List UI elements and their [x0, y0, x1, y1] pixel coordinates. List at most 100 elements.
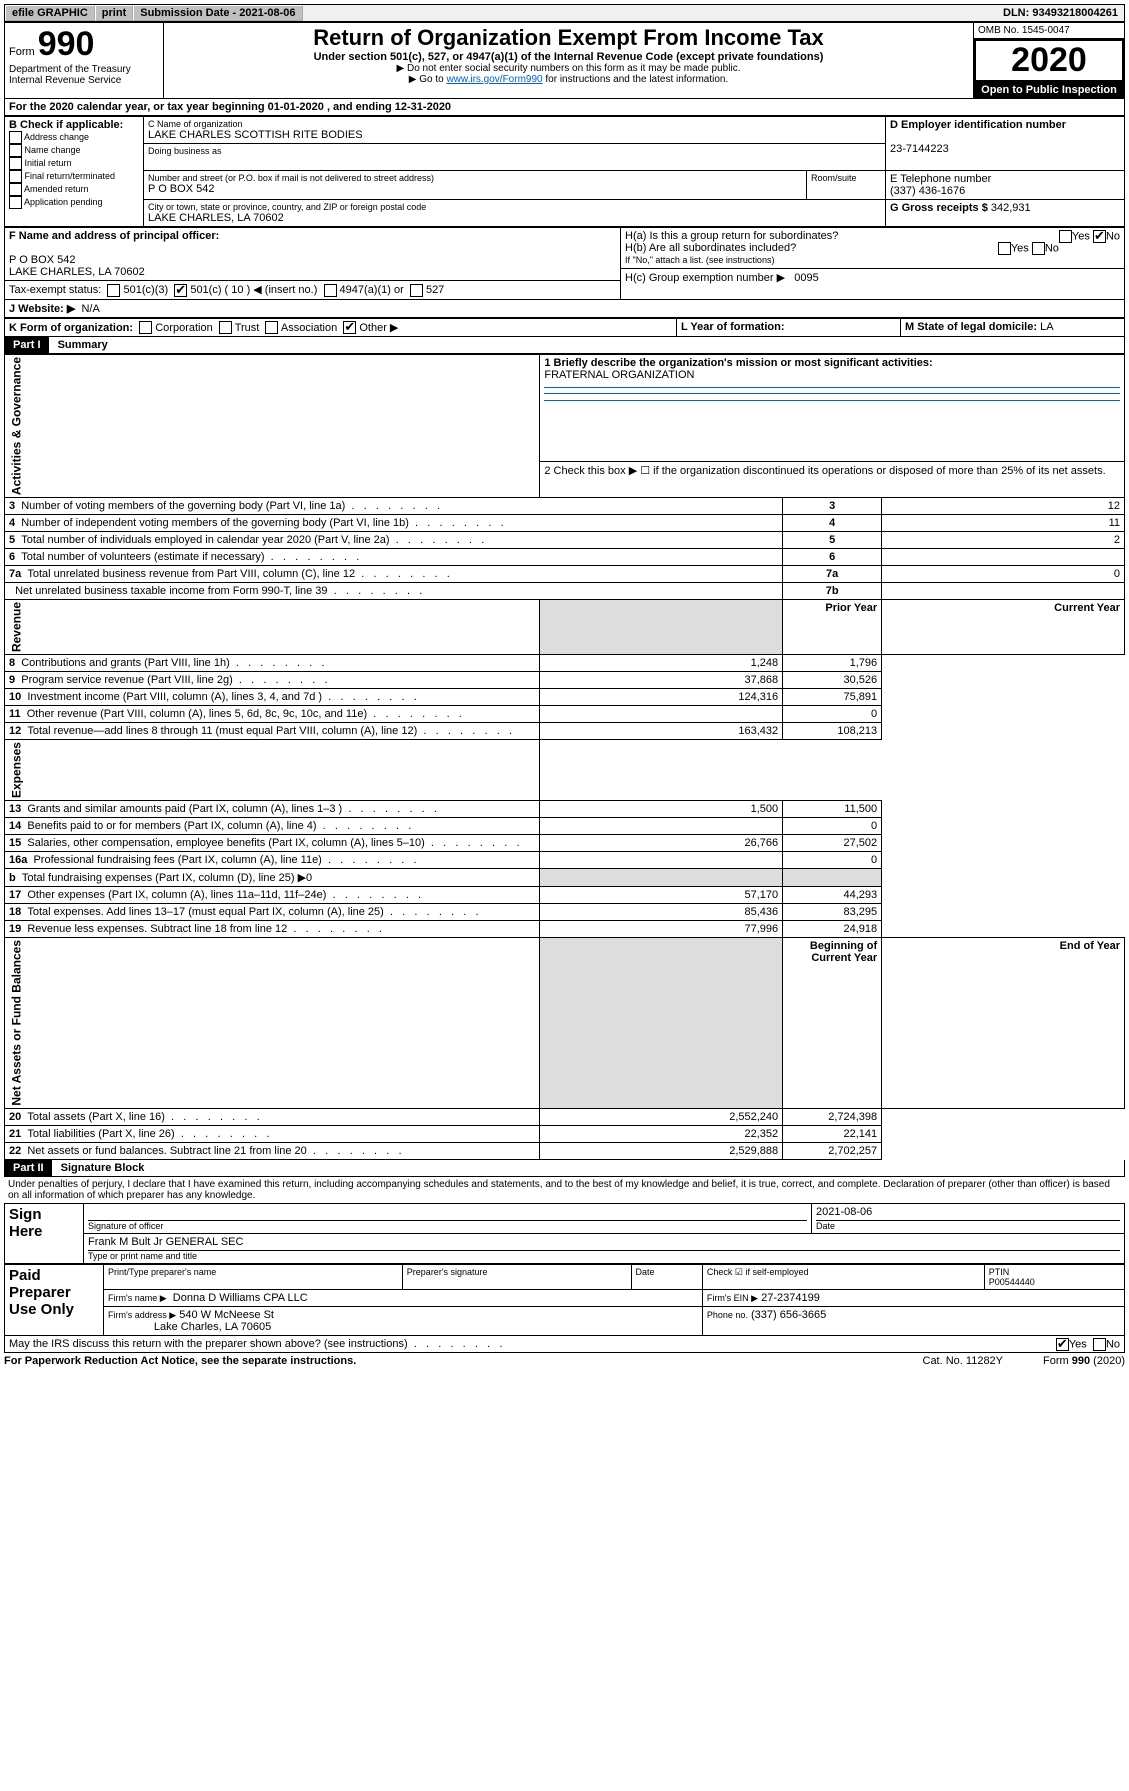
tax-status-checkbox[interactable]: [174, 284, 187, 297]
officer-name: Frank M Bult Jr GENERAL SEC: [88, 1236, 1120, 1251]
form-title: Return of Organization Exempt From Incom…: [168, 25, 969, 51]
line2: 2 Check this box ▶ ☐ if the organization…: [540, 462, 1125, 498]
col-current: Current Year: [882, 600, 1125, 655]
part1-table: Activities & Governance 1 Briefly descri…: [4, 354, 1125, 1160]
box-l-label: L Year of formation:: [681, 321, 785, 333]
submission-date: Submission Date - 2021-08-06: [133, 5, 302, 21]
sig-officer-label: Signature of officer: [88, 1221, 807, 1231]
org-form-checkbox[interactable]: [219, 321, 232, 334]
form-subtitle: Under section 501(c), 527, or 4947(a)(1)…: [168, 51, 969, 63]
col-end: End of Year: [882, 938, 1125, 1109]
form-word: Form: [9, 46, 35, 58]
firm-ein-label: Firm's EIN ▶: [707, 1293, 758, 1303]
website-value: N/A: [81, 303, 99, 315]
tax-status-checkbox[interactable]: [410, 284, 423, 297]
tax-period: For the 2020 calendar year, or tax year …: [4, 99, 1125, 116]
mission-text: FRATERNAL ORGANIZATION: [544, 369, 694, 381]
header-boxes: B Check if applicable: Address change Na…: [4, 116, 1125, 227]
paid-preparer-table: Paid Preparer Use Only Print/Type prepar…: [4, 1264, 1125, 1336]
form-number: 990: [38, 25, 95, 63]
name-title-label: Type or print name and title: [88, 1251, 1120, 1261]
vert-expenses: Expenses: [5, 740, 540, 801]
part2-header: Part II Signature Block: [4, 1160, 1125, 1177]
firm-addr-label: Firm's address ▶: [108, 1310, 176, 1320]
k-l-m-boxes: K Form of organization: Corporation Trus…: [4, 318, 1125, 338]
box-b-checkbox[interactable]: [9, 157, 22, 170]
addr-label: Number and street (or P.O. box if mail i…: [148, 173, 802, 183]
hb-note: If "No," attach a list. (see instruction…: [625, 255, 774, 265]
goto-pre: Go to: [409, 74, 447, 85]
sign-here-table: Sign Here Signature of officer 2021-08-0…: [4, 1203, 1125, 1264]
org-city: LAKE CHARLES, LA 70602: [148, 212, 881, 224]
firm-name: Donna D Williams CPA LLC: [173, 1292, 308, 1304]
ein-value: 23-7144223: [890, 143, 949, 155]
org-form-checkbox[interactable]: [265, 321, 278, 334]
discuss-no-checkbox[interactable]: [1093, 1338, 1106, 1351]
f-h-boxes: F Name and address of principal officer:…: [4, 227, 1125, 300]
gross-receipts: 342,931: [991, 202, 1031, 214]
firm-phone: (337) 656-3665: [751, 1309, 826, 1321]
firm-addr1: 540 W McNeese St: [179, 1309, 274, 1321]
firm-phone-label: Phone no.: [707, 1310, 748, 1320]
box-j: J Website: ▶ N/A: [4, 300, 1125, 318]
org-address: P O BOX 542: [148, 183, 802, 195]
box-b-checkbox[interactable]: [9, 144, 22, 157]
ha-label: H(a) Is this a group return for subordin…: [625, 230, 838, 242]
hb-no-checkbox[interactable]: [1032, 242, 1045, 255]
ha-yes-checkbox[interactable]: [1059, 230, 1072, 243]
page-footer: For Paperwork Reduction Act Notice, see …: [4, 1353, 1125, 1369]
ha-no-checkbox[interactable]: [1093, 230, 1106, 243]
box-b-checkbox[interactable]: [9, 183, 22, 196]
box-b-checkbox[interactable]: [9, 170, 22, 183]
firm-name-label: Firm's name ▶: [108, 1293, 167, 1303]
hb-yes-checkbox[interactable]: [998, 242, 1011, 255]
hb-label: H(b) Are all subordinates included?: [625, 242, 796, 254]
room-label: Room/suite: [807, 171, 886, 200]
line1-label: 1 Briefly describe the organization's mi…: [544, 357, 932, 369]
box-i-label: Tax-exempt status:: [9, 284, 101, 296]
efile-button[interactable]: efile GRAPHIC: [5, 5, 95, 21]
org-name: LAKE CHARLES SCOTTISH RITE BODIES: [148, 129, 881, 141]
firm-ein: 27-2374199: [761, 1292, 820, 1304]
box-b-checkbox[interactable]: [9, 131, 22, 144]
box-b-label: B Check if applicable:: [9, 119, 123, 131]
prep-name-label: Print/Type preparer's name: [104, 1264, 403, 1289]
box-d-label: D Employer identification number: [890, 119, 1066, 131]
open-public: Open to Public Inspection: [974, 82, 1124, 98]
tax-status-checkbox[interactable]: [324, 284, 337, 297]
prep-date-label: Date: [631, 1264, 702, 1289]
hc-value: 0095: [794, 272, 818, 284]
tax-year: 2020: [974, 39, 1124, 82]
ssn-note: Do not enter social security numbers on …: [168, 63, 969, 74]
discuss-yes-checkbox[interactable]: [1056, 1338, 1069, 1351]
col-prior: Prior Year: [783, 600, 882, 655]
print-button[interactable]: print: [95, 5, 133, 21]
col-begin: Beginning of Current Year: [783, 938, 882, 1109]
vert-activities: Activities & Governance: [5, 355, 540, 498]
tax-status-checkbox[interactable]: [107, 284, 120, 297]
instructions-link[interactable]: www.irs.gov/Form990: [446, 74, 542, 85]
vert-netassets: Net Assets or Fund Balances: [5, 938, 540, 1109]
goto-post: for instructions and the latest informat…: [545, 74, 728, 85]
box-b-checkbox[interactable]: [9, 196, 22, 209]
date-label: Date: [816, 1221, 1120, 1231]
org-form-checkbox[interactable]: [343, 321, 356, 334]
form-ref: Form 990 (2020): [1043, 1355, 1125, 1367]
form-header: Form 990 Department of the Treasury Inte…: [4, 22, 1125, 99]
pra-notice: For Paperwork Reduction Act Notice, see …: [4, 1355, 356, 1367]
box-g-label: G Gross receipts $: [890, 202, 988, 214]
vert-revenue: Revenue: [5, 600, 540, 655]
paid-preparer-label: Paid Preparer Use Only: [5, 1264, 104, 1335]
irs-label: Internal Revenue Service: [9, 75, 159, 86]
ptin-label: PTIN: [989, 1267, 1010, 1277]
sign-here-label: Sign Here: [5, 1203, 84, 1263]
perjury-text: Under penalties of perjury, I declare th…: [4, 1177, 1125, 1203]
discuss-row: May the IRS discuss this return with the…: [4, 1336, 1125, 1353]
org-form-checkbox[interactable]: [139, 321, 152, 334]
omb-number: OMB No. 1545-0047: [974, 23, 1124, 39]
city-label: City or town, state or province, country…: [148, 202, 881, 212]
box-f-label: F Name and address of principal officer:: [9, 230, 219, 242]
officer-addr2: LAKE CHARLES, LA 70602: [9, 266, 145, 278]
box-m-label: M State of legal domicile:: [905, 321, 1040, 333]
hc-label: H(c) Group exemption number ▶: [625, 272, 785, 284]
